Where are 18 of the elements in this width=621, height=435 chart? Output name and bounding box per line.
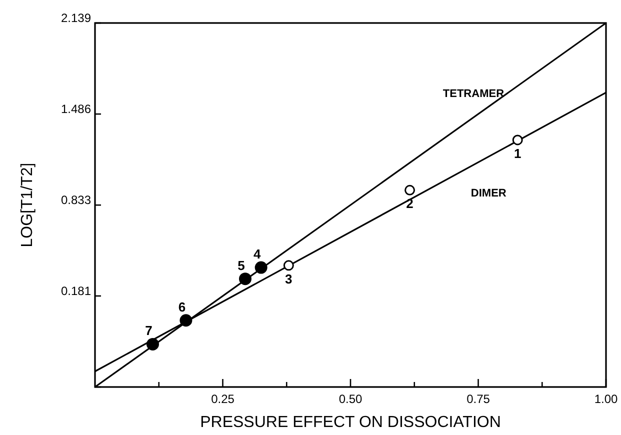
annotation: 4	[253, 246, 262, 262]
annotation: 1	[514, 146, 522, 161]
x-tick-label: 0.75	[466, 392, 490, 406]
annotation: 6	[178, 299, 186, 314]
annotation: 7	[145, 323, 152, 338]
y-tick-label: 2.139	[60, 10, 92, 25]
annotation: 5	[238, 258, 245, 273]
series-label: TETRAMER	[442, 88, 504, 100]
series-label: DIMER	[470, 188, 506, 200]
y-tick-label: 0.181	[60, 284, 92, 298]
y-tick-label: 1.486	[60, 102, 92, 116]
x-tick-label: 0.25	[211, 392, 235, 406]
y-tick-label: 0.833	[60, 192, 92, 207]
y-axis-title: LOG[T1/T2]	[19, 162, 36, 248]
x-axis-title: PRESSURE EFFECT ON DISSOCIATION	[200, 414, 501, 431]
x-tick-label: 0.50	[338, 392, 362, 406]
annotation: 3	[285, 271, 292, 286]
x-tick-label: 1.00	[594, 392, 618, 406]
